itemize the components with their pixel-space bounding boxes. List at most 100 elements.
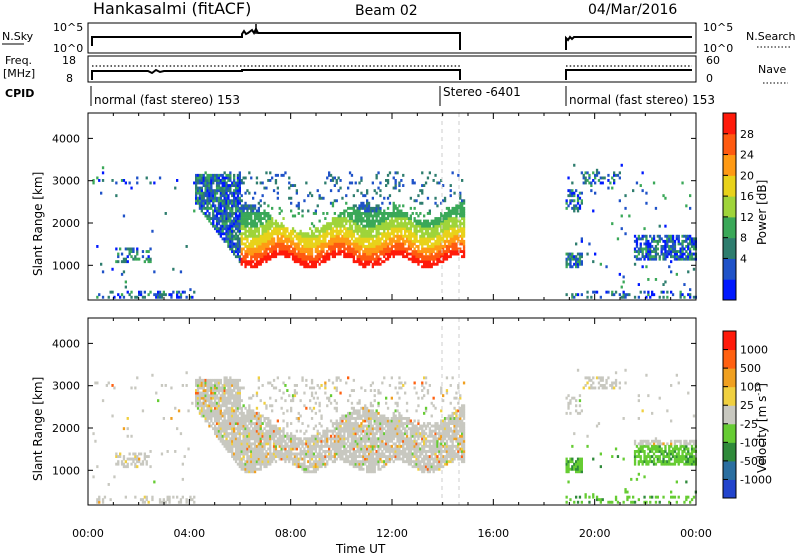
- data-cell: [462, 255, 466, 259]
- data-cell: [386, 242, 390, 246]
- data-cell: [231, 419, 234, 423]
- data-cell: [375, 209, 378, 213]
- data-cell: [328, 255, 331, 259]
- data-cell: [367, 242, 371, 246]
- data-cell: [419, 234, 422, 238]
- data-cell: [210, 194, 213, 198]
- data-cell: [350, 255, 354, 259]
- data-cell: [244, 422, 247, 425]
- data-cell: [415, 252, 418, 256]
- data-cell: [331, 232, 335, 236]
- data-cell: [195, 399, 198, 403]
- data-cell: [293, 442, 297, 446]
- data-cell: [687, 242, 690, 246]
- data-cell: [388, 237, 392, 241]
- data-cell: [643, 290, 646, 294]
- data-cell: [451, 217, 454, 220]
- data-cell: [252, 265, 255, 269]
- data-cell: [616, 237, 620, 241]
- data-cell: [350, 460, 354, 464]
- data-cell: [206, 209, 209, 213]
- data-cell: [189, 288, 192, 292]
- data-cell: [153, 480, 156, 484]
- data-cell: [214, 394, 217, 398]
- data-cell: [318, 432, 321, 436]
- data-cell: [580, 252, 583, 256]
- data-cell: [265, 214, 268, 218]
- data-cell: [426, 247, 430, 251]
- data-cell: [115, 455, 118, 458]
- data-cell: [265, 245, 268, 248]
- data-cell: [622, 280, 625, 284]
- data-cell: [347, 434, 350, 438]
- data-cell: [253, 432, 257, 436]
- data-cell: [250, 434, 253, 438]
- data-cell: [364, 260, 367, 264]
- data-cell: [337, 252, 340, 256]
- data-cell: [575, 257, 578, 261]
- data-cell: [233, 229, 236, 233]
- data-cell: [259, 450, 262, 453]
- data-cell: [210, 184, 213, 187]
- data-cell: [388, 255, 392, 259]
- data-cell: [227, 447, 230, 451]
- data-cell: [385, 184, 388, 187]
- data-cell: [255, 250, 259, 253]
- data-cell: [569, 201, 572, 205]
- data-cell: [126, 290, 129, 294]
- data-cell: [299, 452, 302, 456]
- data-cell: [455, 206, 458, 210]
- data-cell: [253, 219, 257, 223]
- data-cell: [272, 245, 276, 248]
- data-cell: [208, 406, 211, 410]
- data-cell: [571, 265, 574, 269]
- data-cell: [244, 255, 247, 259]
- data-cell: [263, 444, 266, 448]
- data-cell: [223, 432, 226, 436]
- data-cell: [252, 206, 255, 210]
- data-cell: [366, 219, 369, 223]
- data-cell: [200, 179, 203, 182]
- data-cell: [375, 257, 378, 261]
- data-cell: [462, 252, 466, 256]
- data-cell: [423, 239, 426, 243]
- data-cell: [252, 432, 255, 436]
- data-cell: [286, 457, 289, 461]
- data-cell: [394, 227, 397, 231]
- data-cell: [360, 212, 363, 215]
- data-cell: [449, 255, 452, 259]
- data-cell: [402, 234, 405, 238]
- data-cell: [318, 447, 321, 451]
- data-cell: [301, 257, 304, 261]
- data-cell: [329, 419, 333, 423]
- data-cell: [662, 194, 665, 198]
- data-cell: [455, 222, 458, 226]
- data-cell: [195, 194, 198, 198]
- data-cell: [234, 206, 238, 210]
- data-cell: [345, 252, 348, 256]
- data-cell: [396, 227, 399, 231]
- data-cell: [635, 237, 639, 241]
- data-cell: [339, 447, 342, 451]
- data-cell: [290, 252, 293, 256]
- data-cell: [290, 399, 293, 403]
- data-cell: [423, 255, 426, 259]
- data-cell: [345, 232, 348, 236]
- data-cell: [234, 234, 238, 238]
- data-cell: [293, 252, 297, 256]
- data-cell: [352, 194, 355, 198]
- data-cell: [225, 444, 228, 448]
- data-cell: [347, 227, 350, 231]
- data-cell: [428, 234, 431, 238]
- data-cell: [259, 417, 262, 420]
- data-cell: [227, 212, 230, 215]
- data-cell: [195, 181, 198, 185]
- data-cell: [92, 179, 95, 182]
- data-cell: [333, 234, 336, 238]
- data-cell: [409, 214, 412, 218]
- data-cell: [233, 404, 236, 408]
- data-cell: [248, 234, 251, 238]
- data-cell: [141, 250, 145, 253]
- data-cell: [242, 424, 245, 428]
- data-cell: [271, 437, 274, 441]
